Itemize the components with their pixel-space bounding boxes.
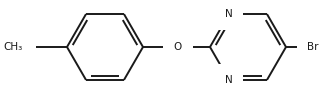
Text: O: O [17,42,25,52]
Text: O: O [174,42,182,52]
Text: CH₃: CH₃ [3,42,22,52]
Text: N: N [225,9,233,19]
Text: Br: Br [307,42,318,52]
Text: N: N [225,75,233,85]
